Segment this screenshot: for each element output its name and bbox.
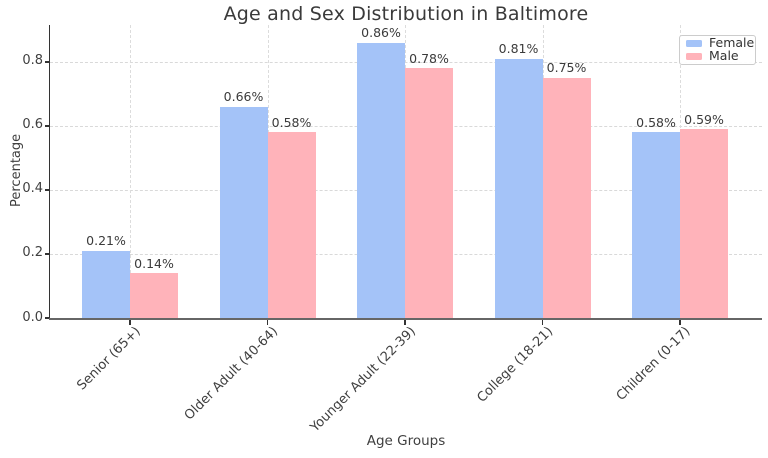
- bar-value-label: 0.58%: [271, 114, 312, 130]
- bar-female-3: [494, 58, 543, 318]
- bar-female-0: [82, 250, 130, 318]
- bar-value-label: 0.81%: [498, 41, 539, 57]
- bar-female-4: [632, 132, 680, 318]
- bar-value-label: 0.75%: [546, 60, 587, 76]
- legend-entry-female: Female: [686, 37, 754, 50]
- bar-female-1: [219, 106, 268, 318]
- bar-value-label: 0.58%: [636, 114, 676, 130]
- bar-value-label: 0.66%: [223, 89, 264, 105]
- x-tick-mark: [129, 320, 131, 325]
- bar-value-label: 0.59%: [684, 111, 724, 127]
- bar-female-2: [357, 42, 405, 318]
- bar-male-3: [542, 77, 591, 318]
- legend-entry-male: Male: [686, 50, 749, 63]
- x-axis-line: [48, 318, 763, 321]
- bar-male-1: [267, 132, 316, 318]
- bar-male-0: [130, 273, 178, 318]
- legend-label: Female: [709, 35, 755, 51]
- gridline-horizontal: [50, 61, 762, 63]
- y-axis-line: [48, 25, 51, 318]
- x-tick-mark: [679, 320, 681, 325]
- x-tick-label: Older Adult (40-64): [181, 324, 282, 424]
- x-tick-label: Senior (65+): [74, 324, 144, 394]
- y-tick-label: 0.4: [22, 181, 43, 197]
- bar-value-label: 0.14%: [134, 255, 174, 271]
- y-tick-mark: [44, 125, 49, 127]
- bar-value-label: 0.21%: [86, 233, 126, 249]
- y-tick-mark: [44, 317, 49, 319]
- x-tick-mark: [266, 320, 269, 325]
- legend-label: Male: [709, 48, 739, 64]
- y-tick-label: 0.0: [22, 309, 43, 325]
- legend-swatch-male: [686, 52, 702, 60]
- x-tick-mark: [541, 320, 544, 325]
- x-axis-label: Age Groups: [366, 433, 446, 449]
- chart-title: Age and Sex Distribution in Baltimore: [223, 3, 589, 25]
- bar-male-2: [405, 68, 453, 318]
- bar-male-4: [680, 129, 728, 318]
- x-tick-label: Younger Adult (22-39): [307, 324, 419, 436]
- y-tick-label: 0.2: [22, 245, 43, 261]
- x-tick-label: Children (0-17): [613, 324, 694, 404]
- x-tick-mark: [404, 320, 406, 325]
- y-tick-mark: [44, 189, 49, 191]
- y-tick-mark: [44, 253, 49, 255]
- legend: Female Male: [679, 35, 756, 65]
- x-tick-label: College (18-21): [474, 324, 557, 406]
- y-tick-label: 0.8: [22, 53, 43, 69]
- y-tick-label: 0.6: [22, 117, 43, 133]
- y-tick-mark: [44, 61, 49, 63]
- legend-swatch-female: [686, 40, 702, 48]
- bar-value-label: 0.78%: [409, 50, 449, 66]
- gridline-vertical: [130, 25, 131, 318]
- bar-value-label: 0.86%: [361, 25, 401, 41]
